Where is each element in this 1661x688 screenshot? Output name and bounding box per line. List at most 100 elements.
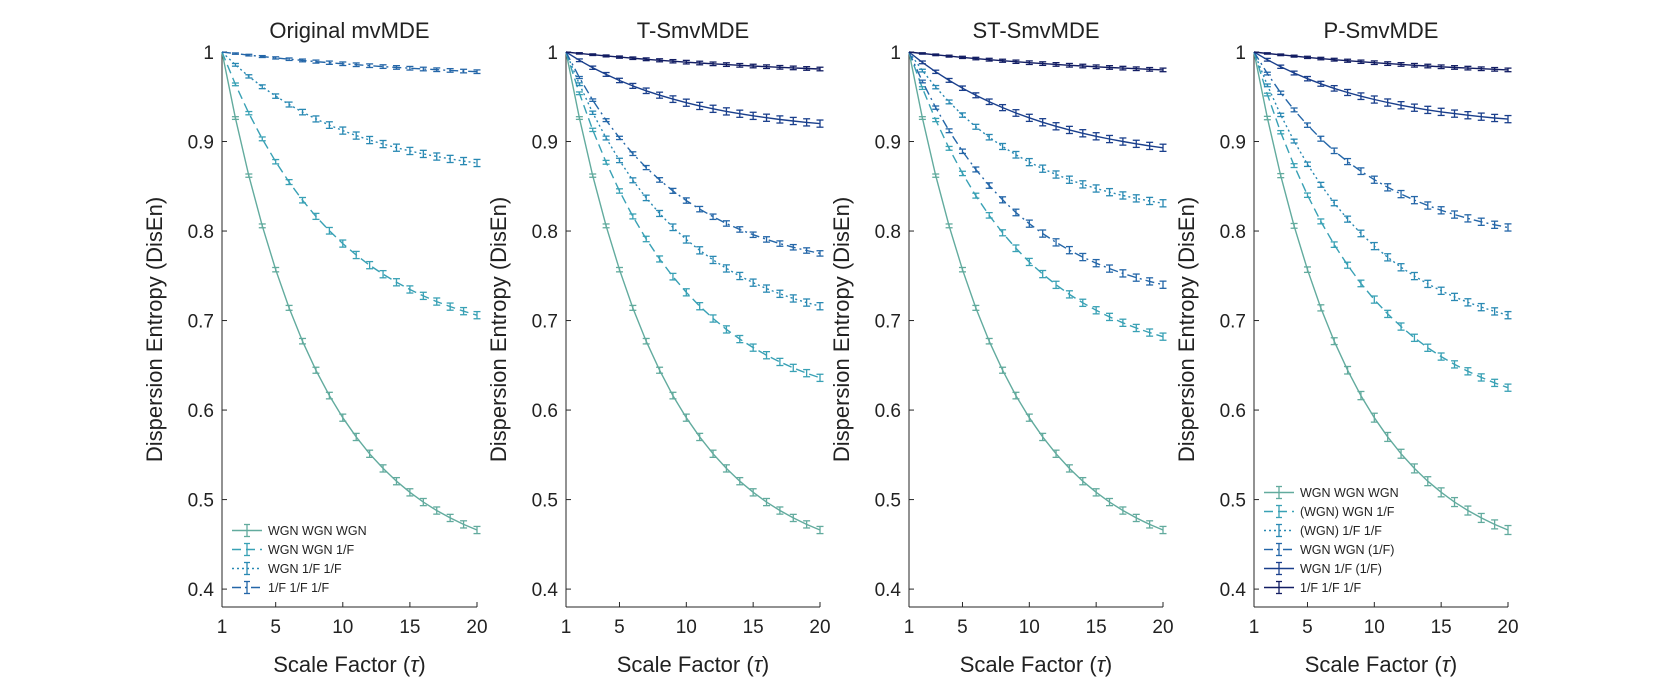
error-bar <box>473 310 481 320</box>
error-bar <box>231 82 239 87</box>
error-bar <box>285 101 293 108</box>
error-bar <box>642 87 650 95</box>
error-bar <box>1079 180 1087 189</box>
error-bar <box>999 229 1007 237</box>
error-bar <box>1330 241 1338 249</box>
error-bar <box>446 302 454 311</box>
error-bar <box>629 82 637 89</box>
error-bar <box>575 52 583 55</box>
error-bar <box>589 65 597 70</box>
error-bar <box>1384 431 1392 443</box>
error-bar <box>258 223 266 229</box>
y-tick-label: 0.8 <box>188 222 214 243</box>
error-bar <box>972 192 980 199</box>
series-line-3 <box>565 51 821 307</box>
error-bar <box>1344 215 1352 223</box>
x-tick-label: 5 <box>957 617 968 638</box>
error-bar <box>985 98 993 106</box>
x-tick-label: 1 <box>1249 617 1260 638</box>
error-bar <box>1290 138 1298 144</box>
error-bar <box>656 58 664 63</box>
error-bar <box>1504 114 1512 124</box>
error-bar <box>722 464 730 473</box>
legend-label: WGN WGN WGN <box>1300 486 1399 500</box>
error-bar <box>958 148 966 155</box>
error-bar <box>696 432 704 442</box>
error-bar <box>473 69 481 75</box>
error-bar <box>696 101 704 111</box>
error-bar <box>985 57 993 62</box>
x-axis-title: Scale Factor (τ) <box>617 652 770 677</box>
error-bar <box>1263 115 1271 121</box>
error-bar <box>1159 67 1167 73</box>
error-bar <box>1357 59 1365 65</box>
error-bar <box>682 197 690 204</box>
error-bar <box>1065 464 1073 473</box>
error-bar <box>1092 306 1100 315</box>
y-tick-label: 0.4 <box>532 580 559 601</box>
error-bar <box>446 67 454 73</box>
error-bar <box>1384 98 1392 107</box>
error-bar <box>575 58 583 63</box>
error-bar <box>1303 75 1311 82</box>
error-bar <box>1464 505 1472 516</box>
error-bar <box>1477 302 1485 312</box>
error-bar <box>1039 118 1047 127</box>
error-bar <box>722 220 730 227</box>
error-bar <box>285 304 293 311</box>
error-bar <box>656 209 664 218</box>
error-bar <box>1012 208 1020 217</box>
error-bar <box>1277 129 1285 135</box>
error-bar <box>1370 60 1378 66</box>
error-bar <box>1119 65 1127 71</box>
error-bar <box>602 54 610 58</box>
error-bar <box>682 59 690 65</box>
y-tick-label: 0.7 <box>188 312 214 333</box>
error-bar <box>285 178 293 186</box>
error-bar <box>709 213 717 221</box>
error-bar <box>932 173 940 178</box>
error-bar <box>1039 164 1047 173</box>
y-axis-title: Dispersion Entropy (DisEn) <box>142 197 167 462</box>
error-bar <box>1039 61 1047 67</box>
x-tick-label: 5 <box>1302 617 1313 638</box>
legend-label: WGN 1/F (1/F) <box>1300 562 1382 576</box>
error-bar <box>803 520 811 529</box>
error-bar <box>972 92 980 99</box>
legend-label: WGN WGN 1/F <box>268 543 354 557</box>
error-bar <box>776 357 784 367</box>
legend-item: WGN WGN 1/F <box>232 542 354 557</box>
error-bar <box>918 116 926 121</box>
error-bar <box>1079 298 1087 308</box>
legend-item: WGN 1/F 1/F <box>232 561 342 576</box>
x-tick-label: 20 <box>466 617 487 638</box>
error-bar <box>776 64 784 70</box>
error-bar <box>1344 58 1352 63</box>
error-bar <box>615 266 623 273</box>
error-bar <box>958 266 966 273</box>
error-bar <box>1052 280 1060 290</box>
legend-label: WGN WGN WGN <box>268 524 367 538</box>
error-bar <box>958 112 966 118</box>
error-bar <box>709 449 717 458</box>
x-tick-label: 10 <box>676 617 697 638</box>
series-line-1 <box>221 51 478 531</box>
error-bar <box>1263 71 1271 76</box>
error-bar <box>1397 101 1405 110</box>
error-bar <box>1451 109 1459 118</box>
error-bar <box>722 62 730 68</box>
error-bar <box>945 223 953 229</box>
error-bar <box>602 223 610 229</box>
y-tick-label: 0.7 <box>1220 312 1246 333</box>
series-line-6 <box>565 51 821 70</box>
error-bar <box>736 271 744 281</box>
error-bar <box>1079 476 1087 486</box>
error-bar <box>669 187 677 194</box>
error-bar <box>1132 513 1140 523</box>
error-bar <box>406 488 414 497</box>
error-bar <box>433 506 441 515</box>
y-tick-label: 0.6 <box>875 401 901 422</box>
error-bar <box>1106 497 1114 507</box>
error-bar <box>1491 66 1499 72</box>
error-bar <box>1397 62 1405 67</box>
